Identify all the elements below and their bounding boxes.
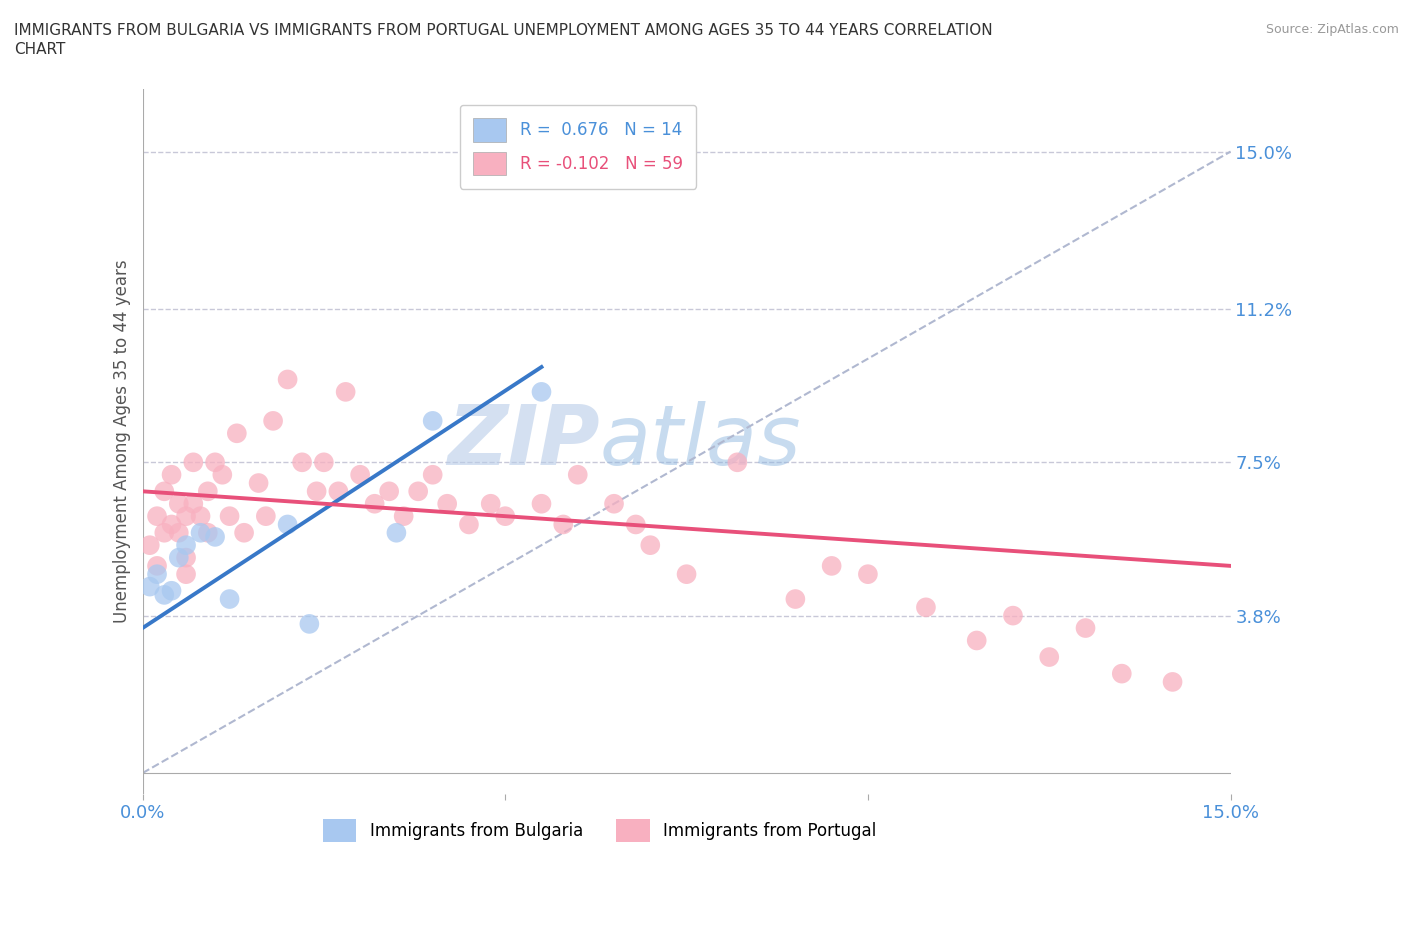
- Point: [363, 497, 385, 512]
- Point: [153, 588, 176, 603]
- Point: [167, 525, 190, 540]
- Point: [458, 517, 481, 532]
- Point: [479, 497, 502, 512]
- Point: [422, 414, 444, 429]
- Point: [181, 455, 204, 470]
- Point: [254, 509, 277, 524]
- Text: Source: ZipAtlas.com: Source: ZipAtlas.com: [1265, 23, 1399, 36]
- Point: [174, 538, 197, 552]
- Point: [153, 484, 176, 498]
- Text: atlas: atlas: [599, 401, 801, 482]
- Point: [567, 467, 589, 482]
- Point: [218, 509, 240, 524]
- Point: [174, 566, 197, 581]
- Point: [406, 484, 429, 498]
- Point: [233, 525, 256, 540]
- Point: [146, 566, 169, 581]
- Point: [174, 551, 197, 565]
- Point: [530, 497, 553, 512]
- Point: [966, 633, 988, 648]
- Point: [167, 551, 190, 565]
- Point: [211, 467, 233, 482]
- Point: [291, 455, 314, 470]
- Point: [856, 566, 879, 581]
- Point: [725, 455, 748, 470]
- Point: [349, 467, 371, 482]
- Y-axis label: Unemployment Among Ages 35 to 44 years: Unemployment Among Ages 35 to 44 years: [114, 259, 131, 623]
- Text: CHART: CHART: [14, 42, 66, 57]
- Point: [624, 517, 647, 532]
- Point: [277, 517, 299, 532]
- Point: [553, 517, 575, 532]
- Point: [436, 497, 458, 512]
- Point: [915, 600, 938, 615]
- Point: [422, 467, 444, 482]
- Point: [174, 509, 197, 524]
- Point: [298, 617, 321, 631]
- Point: [392, 509, 415, 524]
- Point: [139, 579, 162, 594]
- Text: IMMIGRANTS FROM BULGARIA VS IMMIGRANTS FROM PORTUGAL UNEMPLOYMENT AMONG AGES 35 : IMMIGRANTS FROM BULGARIA VS IMMIGRANTS F…: [14, 23, 993, 38]
- Point: [530, 384, 553, 399]
- Point: [262, 414, 284, 429]
- Point: [640, 538, 662, 552]
- Point: [1001, 608, 1024, 623]
- Point: [1111, 666, 1133, 681]
- Point: [247, 475, 270, 490]
- Point: [190, 509, 212, 524]
- Point: [204, 529, 226, 544]
- Point: [167, 497, 190, 512]
- Point: [820, 558, 842, 573]
- Point: [603, 497, 626, 512]
- Point: [218, 591, 240, 606]
- Point: [675, 566, 697, 581]
- Point: [197, 484, 219, 498]
- Point: [190, 525, 212, 540]
- Point: [305, 484, 328, 498]
- Point: [204, 455, 226, 470]
- Point: [385, 525, 408, 540]
- Point: [160, 583, 183, 598]
- Point: [146, 558, 169, 573]
- Point: [181, 497, 204, 512]
- Point: [328, 484, 350, 498]
- Point: [1038, 650, 1060, 665]
- Point: [378, 484, 401, 498]
- Point: [277, 372, 299, 387]
- Point: [1161, 674, 1184, 689]
- Point: [785, 591, 807, 606]
- Point: [1074, 620, 1097, 635]
- Legend: Immigrants from Bulgaria, Immigrants from Portugal: Immigrants from Bulgaria, Immigrants fro…: [316, 812, 883, 849]
- Point: [312, 455, 335, 470]
- Point: [494, 509, 516, 524]
- Point: [146, 509, 169, 524]
- Point: [225, 426, 247, 441]
- Point: [335, 384, 357, 399]
- Point: [160, 517, 183, 532]
- Point: [197, 525, 219, 540]
- Point: [139, 538, 162, 552]
- Text: ZIP: ZIP: [447, 401, 599, 482]
- Point: [153, 525, 176, 540]
- Point: [160, 467, 183, 482]
